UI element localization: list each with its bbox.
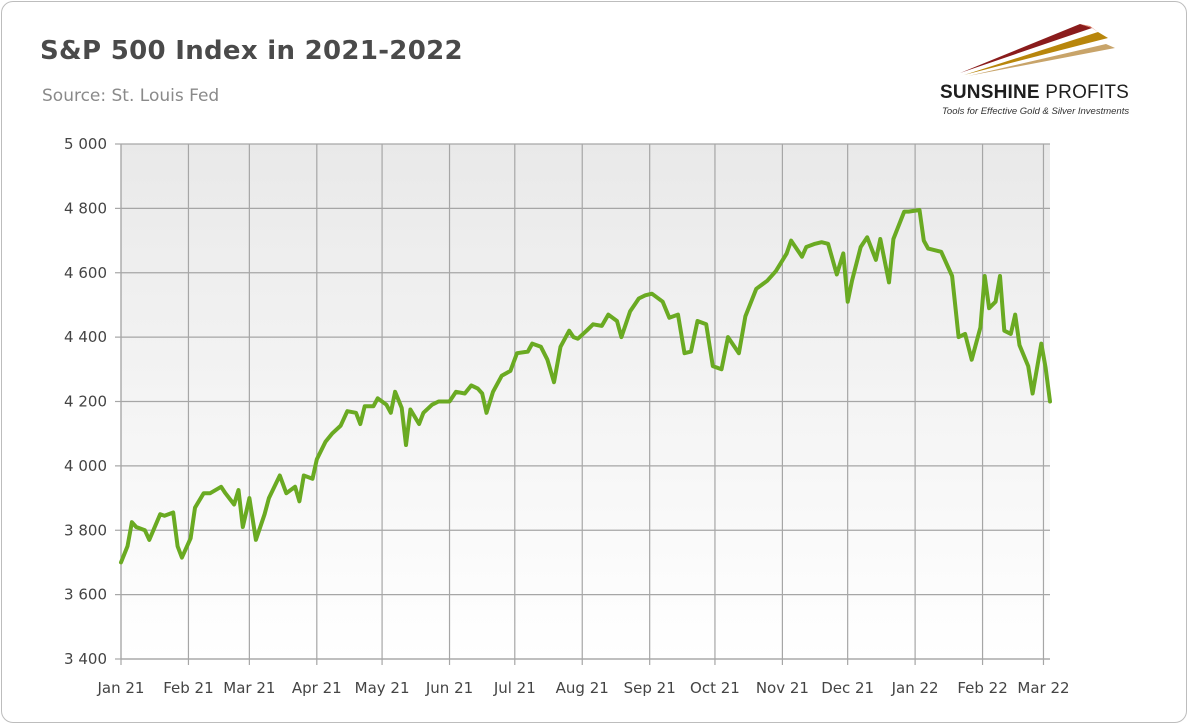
logo-brand-bold: SUNSHINE xyxy=(940,82,1040,103)
y-tick-label: 4 600 xyxy=(64,264,107,282)
logo-tagline: Tools for Effective Gold & Silver Invest… xyxy=(942,106,1130,117)
x-tick-label: Mar 21 xyxy=(223,679,275,697)
y-tick-label: 4 200 xyxy=(64,393,107,411)
x-tick-label: Dec 21 xyxy=(821,679,874,697)
logo-swoosh-icon xyxy=(960,24,1115,76)
x-tick-label: Mar 22 xyxy=(1017,679,1069,697)
x-tick-label: Feb 21 xyxy=(163,679,213,697)
x-axis: Jan 21 Feb 21 Mar 21 Apr 21 May 21 Jun 21 Jul … xyxy=(97,659,1070,697)
x-tick-label: Jan 21 xyxy=(97,679,145,697)
logo-brand: SUNSHINE PROFITS xyxy=(940,82,1129,104)
sunshine-profits-logo: SUNSHINE PROFITS Tools for Effective Gol… xyxy=(930,18,1170,118)
x-tick-label: May 21 xyxy=(355,679,410,697)
x-tick-label: Aug 21 xyxy=(556,679,609,697)
x-tick-label: Sep 21 xyxy=(624,679,676,697)
x-tick-label: Jul 21 xyxy=(493,679,536,697)
logo-brand-light: PROFITS xyxy=(1039,82,1130,103)
x-tick-label: Apr 21 xyxy=(292,679,342,697)
y-tick-label: 4 000 xyxy=(64,457,107,475)
chart-title: S&P 500 Index in 2021-2022 xyxy=(40,36,463,66)
y-tick-label: 3 600 xyxy=(64,586,107,604)
y-tick-label: 4 800 xyxy=(64,199,107,217)
series-line-sp500 xyxy=(119,208,1052,565)
gridlines xyxy=(120,143,1050,660)
y-axis: 3 400 3 600 3 800 4 000 4 200 4 400 4 600 4 800… xyxy=(64,135,121,668)
y-tick-label: 3 800 xyxy=(64,521,107,539)
chart-source: Source: St. Louis Fed xyxy=(42,86,220,106)
y-tick-label: 3 400 xyxy=(64,650,107,668)
x-tick-label: Jan 22 xyxy=(891,679,939,697)
x-tick-label: Nov 21 xyxy=(756,679,809,697)
y-tick-label: 4 400 xyxy=(64,328,107,346)
y-tick-label: 5 000 xyxy=(64,135,107,153)
x-tick-label: Feb 22 xyxy=(957,679,1007,697)
x-tick-label: Jun 21 xyxy=(425,679,473,697)
x-tick-label: Oct 21 xyxy=(690,679,740,697)
